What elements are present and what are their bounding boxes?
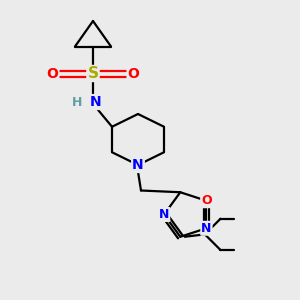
Text: N: N bbox=[201, 222, 212, 235]
Text: N: N bbox=[159, 208, 169, 221]
Text: N: N bbox=[90, 95, 102, 109]
Text: H: H bbox=[72, 95, 82, 109]
Text: N: N bbox=[132, 158, 144, 172]
Text: O: O bbox=[128, 67, 140, 80]
Text: S: S bbox=[88, 66, 98, 81]
Text: O: O bbox=[46, 67, 58, 80]
Text: O: O bbox=[201, 194, 212, 207]
